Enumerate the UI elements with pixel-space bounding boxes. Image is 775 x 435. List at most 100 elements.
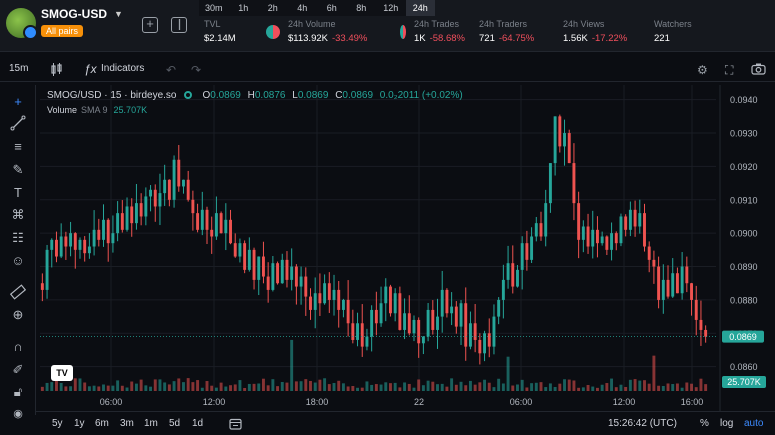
trend-line-icon[interactable]	[9, 115, 27, 133]
stat-24h-trades: 24h Trades 1K -58.68%	[400, 19, 465, 44]
candle-body	[525, 243, 529, 260]
timeframe-tab-30m[interactable]: 30m	[204, 3, 223, 13]
candle-body	[280, 259, 284, 284]
candle-body	[483, 333, 487, 354]
tradingview-logo[interactable]: TV	[51, 365, 73, 381]
text-tool-icon[interactable]: T	[14, 185, 22, 200]
date-range-icon[interactable]	[229, 418, 242, 433]
candle-body	[497, 299, 501, 317]
volume-bar	[426, 380, 430, 391]
volume-legend: Volume SMA 9 25.707K	[47, 105, 148, 115]
volume-bar	[675, 383, 679, 391]
volume-bar	[134, 383, 138, 391]
range-1d[interactable]: 1d	[192, 418, 204, 429]
layout-split-icon[interactable]	[171, 17, 187, 33]
fib-lines-icon[interactable]: ≡	[14, 139, 22, 154]
add-compare-icon[interactable]: +	[142, 17, 158, 33]
pattern-icon[interactable]: ⌘	[11, 207, 25, 222]
volume-bar	[276, 386, 280, 391]
stat-value: 221	[654, 33, 670, 44]
candle-body	[558, 116, 562, 147]
range-3m[interactable]: 3m	[120, 418, 134, 429]
indicators-icon[interactable]: ƒx	[84, 62, 97, 76]
settings-gear-icon[interactable]: ⚙	[697, 63, 708, 77]
volume-bar	[445, 386, 449, 391]
volume-bar	[516, 384, 519, 391]
volume-bar	[139, 379, 143, 391]
timeframe-tab-2h[interactable]: 2h	[267, 3, 278, 13]
volume-bar	[356, 387, 359, 391]
candle-body	[417, 319, 421, 344]
magnet-icon[interactable]: ∩	[13, 339, 23, 354]
range-5y[interactable]: 5y	[52, 418, 63, 429]
price-chart[interactable]: 0.0940 0.0930 0.0920 0.0910 0.0900 0.0890 0.08…	[36, 85, 775, 411]
candle-type-icon[interactable]	[51, 63, 63, 79]
timeframe-tab-6h[interactable]: 6h	[326, 3, 337, 13]
zoom-in-icon[interactable]: ⊕	[12, 307, 24, 322]
volume-bar	[196, 380, 200, 391]
timeframe-tab-1h[interactable]: 1h	[238, 3, 249, 13]
clock-time[interactable]: 15:26:42 (UTC)	[608, 418, 677, 429]
candle-body	[516, 269, 519, 287]
ruler-icon[interactable]	[9, 284, 27, 302]
volume-bar	[393, 382, 397, 391]
candle-body	[694, 299, 698, 320]
volume-bar	[572, 380, 576, 391]
volume-bar	[563, 379, 566, 391]
timeframe-tab-12h[interactable]: 12h	[383, 3, 399, 13]
undo-icon[interactable]: ↶	[166, 63, 177, 77]
token-selector[interactable]: SMOG-USD ▼ All pairs	[6, 7, 123, 40]
y-tick-label: 0.0860	[730, 362, 758, 372]
camera-icon[interactable]	[751, 63, 766, 78]
eye-icon[interactable]: ◉	[13, 408, 23, 420]
candle-body	[374, 309, 378, 324]
fullscreen-icon[interactable]: ⛶	[725, 63, 734, 77]
auto-toggle[interactable]: auto	[744, 418, 764, 429]
lock-icon[interactable]: 🔓︎	[13, 384, 23, 399]
y-tick-label: 0.0910	[730, 195, 758, 205]
volume-bar	[497, 378, 501, 391]
volume-bar	[544, 387, 548, 391]
y-tick-label: 0.0920	[730, 162, 758, 172]
timeframe-tab-24h[interactable]: 24h	[405, 0, 435, 16]
candle-body	[266, 276, 270, 290]
candle-body	[506, 263, 510, 280]
redo-icon[interactable]: ↷	[191, 63, 202, 77]
volume-tag	[722, 376, 766, 388]
percent-toggle[interactable]: %	[700, 418, 709, 429]
candle-body	[69, 233, 73, 247]
candle-body	[619, 216, 623, 244]
lock-drawing-icon[interactable]: ✐	[12, 362, 24, 377]
volume-bar	[685, 382, 689, 391]
indicators-button[interactable]: Indicators	[101, 63, 145, 74]
range-6m[interactable]: 6m	[95, 418, 109, 429]
crosshair-icon[interactable]: +	[14, 94, 22, 109]
volume-bar	[280, 381, 284, 391]
prediction-icon[interactable]: ☷	[12, 230, 24, 245]
candle-body	[313, 293, 317, 310]
change-value: 0.0₂2011 (+0.02%)	[379, 90, 463, 101]
all-pairs-badge[interactable]: All pairs	[41, 25, 84, 37]
emoji-icon[interactable]: ☺	[11, 253, 25, 268]
volume-bar	[389, 383, 392, 391]
interval-select[interactable]: 15m	[9, 63, 29, 74]
candle-body	[78, 239, 82, 250]
chevron-down-icon[interactable]: ▼	[114, 9, 123, 19]
volume-bar	[591, 386, 595, 391]
volume-bar	[327, 384, 331, 391]
volume-bar	[116, 380, 120, 391]
brush-icon[interactable]: ✎	[12, 162, 24, 177]
log-toggle[interactable]: log	[720, 418, 734, 429]
range-1m[interactable]: 1m	[144, 418, 158, 429]
range-5d[interactable]: 5d	[169, 418, 181, 429]
volume-bar	[548, 383, 552, 391]
timeframe-tab-8h[interactable]: 8h	[356, 3, 367, 13]
candle-body	[276, 263, 280, 284]
volume-bar	[247, 383, 251, 391]
candle-body	[544, 203, 548, 237]
timeframe-tab-4h[interactable]: 4h	[297, 3, 308, 13]
volume-bar	[153, 379, 157, 391]
visibility-dot-icon[interactable]	[184, 91, 193, 100]
range-1y[interactable]: 1y	[74, 418, 85, 429]
volume-bar	[647, 383, 651, 391]
